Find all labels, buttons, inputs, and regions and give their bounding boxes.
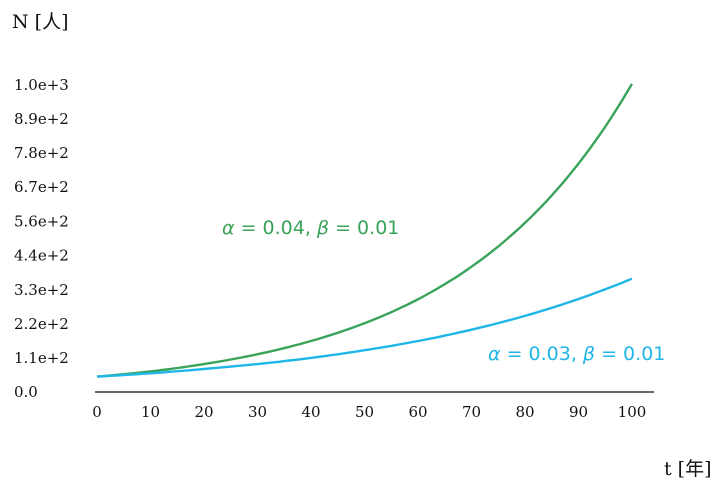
- y-axis-ticks: 0.0 1.1e+2 2.2e+2 3.3e+2 4.4e+2 5.6e+2 6.7e+2 7…: [14, 76, 69, 401]
- x-tick-label: 70: [462, 403, 481, 421]
- x-tick-label: 40: [301, 403, 320, 421]
- series-label-part: = 0.01: [329, 217, 399, 239]
- x-tick-label: 90: [569, 403, 588, 421]
- series-label-alpha-0.04: α = 0.04, β = 0.01: [222, 217, 399, 239]
- y-tick-label: 5.6e+2: [14, 212, 69, 230]
- y-tick-label: 4.4e+2: [14, 247, 69, 265]
- x-tick-label: 50: [355, 403, 374, 421]
- series-line-0: [96, 83, 634, 378]
- y-tick-label: 7.8e+2: [14, 144, 69, 162]
- y-axis-title: N [人]: [12, 11, 69, 33]
- y-tick-label: 1.1e+2: [14, 349, 69, 367]
- x-tick-label: 100: [618, 403, 647, 421]
- y-tick-label: 6.7e+2: [14, 178, 69, 196]
- x-tick-label: 0: [92, 403, 102, 421]
- x-axis-title: t [年]: [664, 458, 712, 480]
- x-axis-ticks: 0 10 20 30 40 50 60 70 80 90 100: [92, 403, 646, 421]
- x-tick-label: 10: [141, 403, 160, 421]
- series-label-part: α: [488, 343, 501, 365]
- x-tick-label: 60: [408, 403, 427, 421]
- series-line-1: [96, 277, 633, 378]
- y-tick-label: 8.9e+2: [14, 110, 69, 128]
- x-tick-label: 30: [248, 403, 267, 421]
- series-label-part: β: [582, 343, 595, 365]
- series-label-part: = 0.03,: [501, 343, 583, 365]
- x-tick-label: 20: [194, 403, 213, 421]
- series-lines: [96, 83, 634, 378]
- series-label-part: = 0.04,: [235, 217, 317, 239]
- series-label-part: = 0.01: [595, 343, 665, 365]
- y-tick-label: 1.0e+3: [14, 76, 69, 94]
- series-label-part: α: [222, 217, 235, 239]
- series-label-part: β: [316, 217, 329, 239]
- y-tick-label: 2.2e+2: [14, 315, 69, 333]
- y-tick-label: 0.0: [14, 383, 38, 401]
- y-tick-label: 3.3e+2: [14, 281, 69, 299]
- x-tick-label: 80: [515, 403, 534, 421]
- series-label-alpha-0.03: α = 0.03, β = 0.01: [488, 343, 665, 365]
